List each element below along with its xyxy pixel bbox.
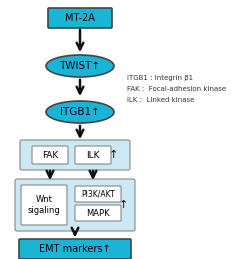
Text: ↑: ↑ bbox=[118, 200, 128, 210]
Text: Wnt
sigaling: Wnt sigaling bbox=[28, 195, 60, 215]
FancyBboxPatch shape bbox=[20, 140, 130, 170]
FancyBboxPatch shape bbox=[15, 179, 135, 231]
Text: ITGB1↑: ITGB1↑ bbox=[60, 107, 100, 117]
Text: ↑: ↑ bbox=[108, 150, 118, 160]
FancyBboxPatch shape bbox=[75, 205, 121, 221]
Text: MT-2A: MT-2A bbox=[65, 13, 95, 23]
FancyBboxPatch shape bbox=[19, 239, 131, 259]
Ellipse shape bbox=[46, 101, 114, 123]
FancyBboxPatch shape bbox=[32, 146, 68, 164]
FancyBboxPatch shape bbox=[21, 185, 67, 225]
Text: ILK: ILK bbox=[86, 150, 100, 160]
Text: TWIST↑: TWIST↑ bbox=[59, 61, 100, 71]
Text: FAK :  Focal-adhesion kinase: FAK : Focal-adhesion kinase bbox=[127, 86, 226, 92]
Text: MAPK: MAPK bbox=[86, 208, 110, 218]
FancyBboxPatch shape bbox=[75, 146, 111, 164]
Text: EMT markers↑: EMT markers↑ bbox=[39, 244, 111, 254]
Ellipse shape bbox=[46, 55, 114, 77]
FancyBboxPatch shape bbox=[48, 8, 112, 28]
Text: PI3K/AKT: PI3K/AKT bbox=[81, 190, 115, 198]
Text: FAK: FAK bbox=[42, 150, 58, 160]
Text: ILK :  Linked kinase: ILK : Linked kinase bbox=[127, 97, 194, 103]
FancyBboxPatch shape bbox=[75, 186, 121, 202]
Text: ITGB1 : Integrin β1: ITGB1 : Integrin β1 bbox=[127, 75, 193, 81]
